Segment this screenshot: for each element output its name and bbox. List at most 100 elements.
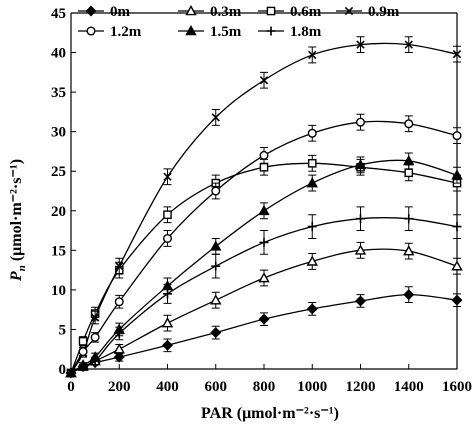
y-axis-title-sub: n [16,265,28,271]
series-0m [65,286,463,379]
data-point [355,117,366,127]
x-tick-label: 1600 [442,379,472,395]
legend-marker [185,5,197,16]
legend-item-0-9m: 0.9m [336,4,400,20]
legend-item-1-8m: 1.8m [258,24,322,40]
data-point [163,172,172,181]
data-point [355,295,366,307]
data-point [211,113,220,122]
data-point [258,313,270,325]
data-point [452,222,462,232]
legend-label: 1.5m [210,24,242,40]
legend-label: 1.2m [110,24,142,40]
data-point [451,260,463,271]
legend-marker [344,6,354,16]
data-point [114,297,124,307]
x-tick-label: 200 [108,379,131,395]
data-point [307,128,317,138]
data-point [259,237,269,247]
series-0-9m [66,36,462,378]
data-point [78,347,88,357]
data-point [210,327,222,339]
data-point [356,214,365,224]
data-point [354,244,367,255]
series-line-1-5m [70,159,458,374]
data-point [113,343,125,354]
data-point [78,362,88,372]
data-point [403,289,415,301]
axes: 0 5 10 15 20 25 30 35 40 45 0 200 400 600 800 1000 1200 1… [51,6,472,395]
data-point [211,261,221,271]
x-tick-label: 400 [156,379,179,395]
data-point [259,162,269,172]
data-point [308,50,317,60]
y-tick-label: 35 [51,85,66,101]
data-point [306,255,318,266]
legend-item-0-3m: 0.3m [178,4,242,20]
data-point [115,261,124,271]
legend-marker [266,6,276,16]
x-tick-label: 1000 [297,379,327,395]
legend-marker [85,5,97,17]
data-point [90,313,100,322]
legend-item-0m: 0m [78,4,131,20]
y-tick-label: 5 [59,322,67,338]
data-point [307,222,317,232]
data-point [306,177,318,188]
series-line-0-9m [70,42,458,374]
data-point [90,356,100,366]
series-1-8m [66,206,462,378]
y-tick-label: 0 [59,362,67,378]
legend: 0m 0.3m 0.6m 0.9m 1.2m 1.5m 1.8m [78,4,400,40]
data-point [354,158,367,170]
data-point [403,245,415,256]
y-axis-title-units: (μmol·m⁻²·s⁻¹) [8,159,25,265]
x-tick-label: 0 [67,379,75,395]
y-tick-label: 45 [51,6,66,22]
x-axis-title: PAR (μmol·m⁻²·s⁻¹) [201,405,339,422]
y-tick-label: 15 [51,243,66,259]
data-point [258,272,270,283]
data-point [452,49,462,59]
data-point [306,303,318,315]
data-point [210,240,222,251]
data-point [113,351,125,363]
x-tick-label: 1200 [346,379,376,395]
series-0-6m [66,154,462,378]
data-point [403,154,415,166]
legend-item-0-6m: 0.6m [258,4,322,20]
data-point [452,131,462,141]
series-line-0-6m [70,162,458,374]
data-point [307,159,317,168]
data-point [114,328,124,338]
legend-marker [86,26,96,36]
series-layer [65,36,463,379]
data-point [162,233,173,243]
data-point [404,40,413,49]
data-point [210,294,222,305]
legend-marker [185,25,197,36]
data-point [404,168,414,178]
legend-label: 0.6m [290,4,322,20]
data-point [258,204,270,216]
data-point [404,119,414,129]
data-point [259,76,269,85]
data-point [259,150,269,160]
y-tick-label: 30 [51,125,66,141]
y-tick-label: 20 [51,204,66,220]
legend-marker [266,26,276,36]
data-point [66,368,76,378]
y-tick-label: 10 [51,283,66,299]
data-point [90,332,100,342]
data-point [451,169,463,180]
y-axis-title: Pn (μmol·m⁻²·s⁻¹) [8,159,28,282]
x-tick-label: 600 [205,379,228,395]
y-tick-label: 40 [51,46,66,62]
legend-label: 1.8m [290,24,322,40]
x-tick-label: 800 [253,379,276,395]
series-1-5m [65,152,463,378]
data-point [451,294,463,306]
x-tick-label: 1400 [394,379,424,395]
y-axis-title-main: P [8,271,25,282]
